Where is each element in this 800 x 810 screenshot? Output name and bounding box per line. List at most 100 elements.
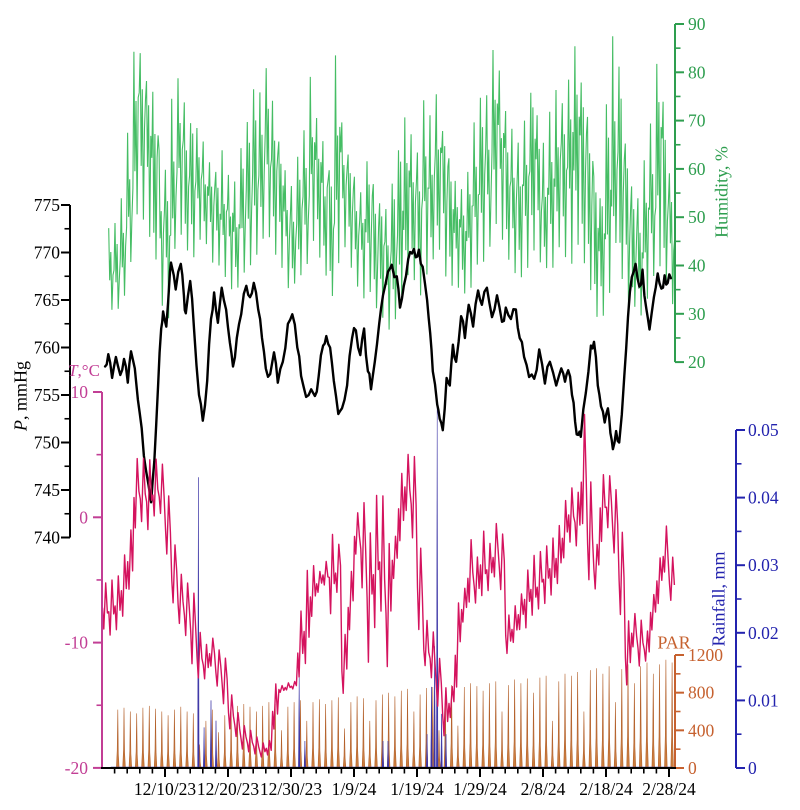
par-spike — [185, 711, 189, 769]
date-tick-label: 1/29/24 — [453, 779, 507, 799]
par-spike — [261, 705, 265, 769]
par-spike — [664, 659, 668, 769]
par-spike — [437, 730, 441, 769]
par-spike — [513, 679, 517, 769]
par-spike — [594, 668, 599, 769]
par-spike — [651, 673, 655, 769]
humidity-axis-title: Humidity, % — [711, 146, 732, 238]
par-spike — [645, 662, 649, 769]
date-tick-label: 12/20/23 — [197, 779, 259, 799]
par-spike — [191, 713, 195, 769]
rainfall-tick-label: 0.01 — [748, 690, 779, 710]
par-tick-label: 400 — [688, 720, 715, 740]
pressure-tick-label: 750 — [34, 433, 61, 453]
par-spike — [368, 720, 372, 769]
rain-spike — [215, 720, 218, 769]
pressure-tick-label: 770 — [34, 243, 61, 263]
pressure-axis-title: P, mmHg — [11, 361, 32, 431]
par-spike — [292, 702, 296, 769]
temperature-tick-label: -20 — [65, 758, 89, 778]
par-spike — [494, 681, 498, 769]
par-spike — [418, 694, 422, 769]
par-spike — [286, 706, 290, 769]
par-series — [116, 659, 674, 769]
humidity-tick-label: 50 — [688, 207, 706, 227]
par-spike — [172, 709, 177, 769]
par-spike — [311, 702, 315, 769]
pressure-tick-label: 755 — [34, 385, 61, 405]
rain-spike — [430, 686, 433, 769]
par-spike — [620, 669, 624, 769]
temperature-tick-label: 10 — [71, 382, 89, 402]
par-spike — [317, 699, 321, 769]
temperature-symbol: T — [68, 361, 78, 380]
par-spike — [468, 683, 473, 769]
par-spike — [487, 683, 492, 769]
humidity-axis: 90 80 70 60 50 40 30 20 — [674, 14, 706, 372]
rain-spike — [444, 734, 447, 769]
par-spike — [399, 690, 403, 769]
par-spike — [324, 703, 328, 769]
temperature-axis-title: T,°C — [68, 361, 100, 381]
pressure-symbol: P — [10, 420, 31, 432]
par-spike — [355, 696, 359, 769]
par-spike — [166, 715, 170, 769]
par-spike — [204, 720, 208, 769]
par-spike — [550, 720, 555, 769]
par-axis: 1200 800 400 0 — [674, 645, 723, 778]
date-tick-label: 2/18/24 — [579, 779, 633, 799]
x-axis: 12/10/23 12/20/23 12/30/23 1/9/24 1/19/24 1/2… — [101, 767, 696, 799]
par-spike — [116, 709, 120, 769]
par-spike — [481, 690, 485, 769]
par-spike — [500, 711, 504, 769]
rain-spike — [436, 402, 439, 769]
par-spike — [462, 686, 466, 769]
par-spike — [670, 662, 674, 769]
rainfall-tick-label: 0.03 — [748, 555, 779, 575]
par-spike — [336, 697, 340, 769]
par-spike — [639, 666, 643, 769]
par-spike — [349, 702, 353, 769]
rain-spike — [203, 727, 206, 769]
rain-spike — [303, 740, 306, 769]
par-spike — [122, 707, 126, 769]
pressure-axis: 775 770 765 760 755 750 745 740 — [34, 195, 71, 548]
temperature-unit: ,°C — [77, 361, 100, 380]
par-spike — [544, 675, 548, 769]
par-spike — [525, 678, 529, 769]
par-spike — [450, 685, 454, 769]
rainfall-axis: 0.05 0.04 0.03 0.02 0.01 0 — [735, 420, 779, 778]
humidity-tick-label: 20 — [688, 352, 706, 372]
pressure-series-line — [103, 247, 673, 504]
par-spike — [342, 728, 347, 769]
rain-spike — [440, 713, 443, 769]
rainfall-tick-label: 0 — [748, 758, 757, 778]
par-spike — [235, 705, 240, 769]
par-spike — [279, 730, 284, 769]
par-spike — [147, 705, 151, 769]
rain-spike — [426, 734, 429, 769]
par-spike — [582, 711, 586, 769]
pressure-tick-label: 775 — [34, 195, 61, 215]
par-tick-label: 1200 — [688, 645, 723, 665]
par-spike — [632, 683, 636, 769]
par-spike — [135, 713, 139, 769]
par-spike — [374, 700, 378, 769]
par-spike — [216, 732, 221, 769]
par-spike — [475, 686, 479, 769]
pressure-tick-label: 760 — [34, 338, 61, 358]
par-spike — [456, 725, 460, 769]
rain-spike — [197, 477, 200, 769]
par-spike — [607, 666, 611, 769]
par-spike — [361, 698, 366, 769]
humidity-tick-label: 30 — [688, 304, 706, 324]
date-tick-label: 1/9/24 — [332, 779, 377, 799]
par-spike — [128, 711, 132, 769]
pressure-tick-label: 765 — [34, 290, 61, 310]
humidity-tick-label: 80 — [688, 62, 706, 82]
rainfall-tick-label: 0.02 — [748, 623, 779, 643]
par-spike — [223, 715, 227, 769]
rain-spike — [381, 740, 384, 769]
par-spike — [657, 664, 662, 769]
